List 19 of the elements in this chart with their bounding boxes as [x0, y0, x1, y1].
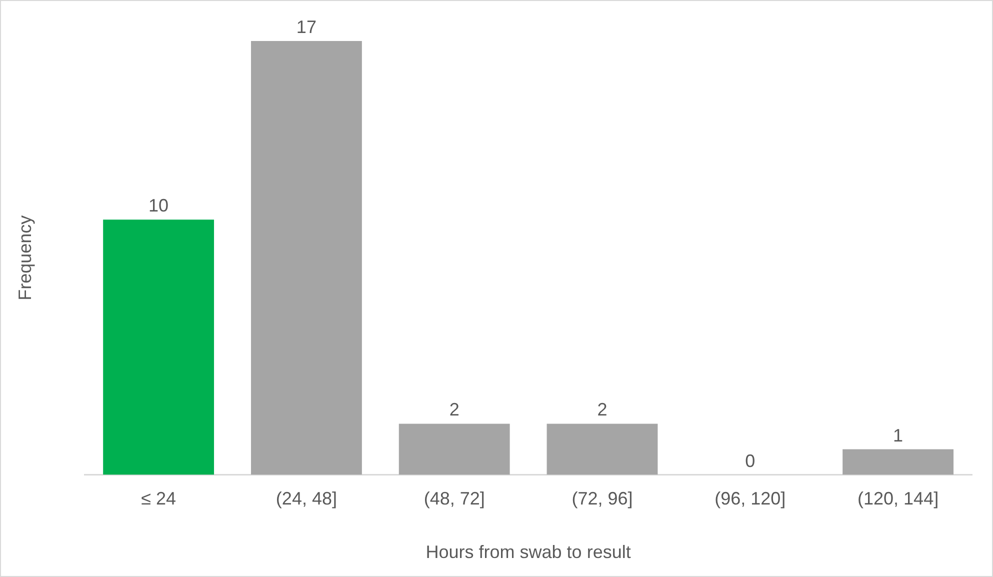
data-label: 10 [148, 196, 169, 216]
bar [546, 424, 658, 475]
x-axis-title: Hours from swab to result [426, 542, 631, 562]
y-axis-title: Frequency [14, 215, 35, 300]
bar [103, 220, 214, 475]
x-tick-label: (96, 120] [714, 488, 786, 509]
x-tick-label: (24, 48] [276, 488, 337, 509]
data-label: 0 [745, 450, 756, 471]
bar [398, 424, 510, 475]
x-tick-label: (120, 144] [858, 488, 939, 509]
bar [250, 41, 362, 475]
data-label: 1 [893, 425, 904, 446]
x-tick-label: ≤ 24 [141, 488, 176, 509]
x-tick-label: (48, 72] [424, 488, 485, 509]
bar [842, 449, 954, 475]
data-label: 17 [296, 16, 316, 37]
x-tick-label: (72, 96] [572, 488, 633, 509]
data-label: 2 [597, 400, 608, 420]
data-label: 2 [449, 400, 460, 420]
